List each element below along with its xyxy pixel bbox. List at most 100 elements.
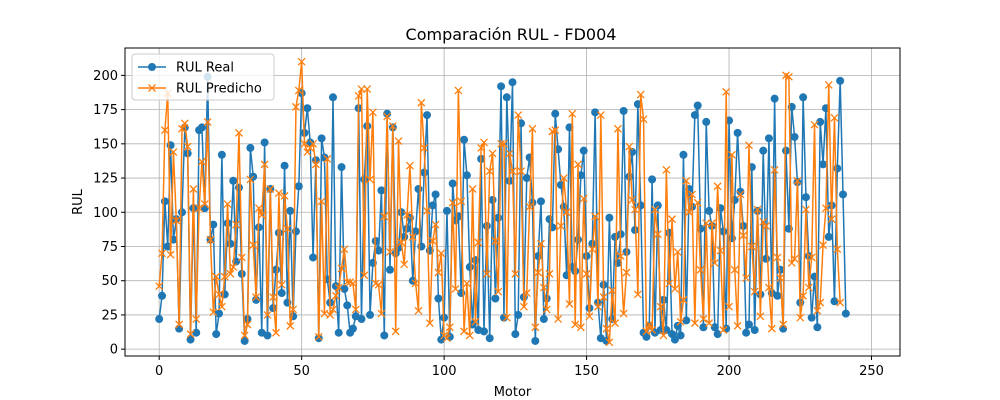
y-axis-title: RUL — [71, 188, 86, 215]
legend-label: RUL Predicho — [176, 82, 262, 97]
data-point — [226, 269, 235, 278]
data-point — [212, 272, 221, 281]
data-point — [602, 324, 611, 333]
data-point — [283, 224, 292, 233]
data-point — [158, 249, 166, 258]
data-point — [762, 254, 771, 263]
data-point — [388, 122, 397, 130]
x-tick-label: 150 — [574, 364, 599, 379]
data-point — [420, 168, 429, 177]
data-point — [200, 200, 209, 209]
data-point — [702, 117, 711, 126]
data-point — [254, 204, 263, 213]
data-point — [702, 219, 711, 228]
data-point — [827, 215, 836, 224]
data-point — [300, 139, 309, 148]
data-point — [235, 128, 243, 137]
data-point — [229, 263, 238, 271]
data-point — [186, 335, 195, 344]
data-point — [685, 208, 694, 217]
data-point — [291, 102, 300, 111]
data-point — [448, 179, 457, 188]
data-point — [155, 315, 164, 324]
data-point — [619, 309, 628, 318]
data-point — [397, 238, 406, 247]
data-point — [539, 315, 548, 324]
data-point — [217, 150, 226, 159]
data-point — [727, 150, 736, 159]
data-point — [334, 283, 343, 292]
data-point — [605, 338, 614, 347]
data-point — [582, 269, 591, 278]
legend-item: RUL Predicho — [138, 82, 262, 97]
data-point — [160, 126, 169, 135]
data-point — [303, 148, 312, 156]
data-point — [839, 190, 848, 199]
data-point — [770, 165, 779, 174]
data-point — [736, 187, 745, 196]
data-point — [833, 245, 842, 254]
data-point — [397, 208, 406, 217]
data-point — [508, 167, 517, 176]
data-point — [591, 108, 600, 117]
data-point — [460, 135, 469, 144]
data-point — [329, 305, 337, 314]
data-point — [648, 175, 657, 184]
data-point — [759, 217, 768, 226]
data-point — [485, 167, 494, 176]
data-point — [836, 298, 845, 307]
data-point — [705, 319, 714, 328]
data-point — [331, 291, 340, 300]
data-point — [625, 142, 634, 151]
data-point — [249, 241, 258, 250]
data-point — [480, 138, 488, 147]
data-point — [770, 94, 779, 103]
x-axis-title: Motor — [494, 385, 532, 400]
data-point — [653, 201, 662, 210]
data-point — [505, 149, 514, 158]
data-point — [405, 161, 414, 170]
data-point — [508, 78, 517, 87]
data-point — [294, 182, 303, 191]
data-point — [243, 320, 252, 329]
data-point — [480, 327, 489, 336]
data-point — [494, 287, 503, 296]
data-point — [559, 174, 568, 183]
data-point — [246, 175, 255, 184]
data-point — [656, 302, 665, 311]
data-point — [793, 176, 802, 185]
data-point — [223, 200, 232, 209]
data-point — [166, 141, 175, 150]
data-point — [499, 139, 508, 148]
data-point — [799, 291, 808, 300]
chart-title: Comparación RUL - FD004 — [406, 25, 617, 44]
data-point — [340, 284, 349, 293]
data-point — [320, 309, 329, 318]
data-point — [679, 150, 688, 159]
data-point — [277, 280, 286, 289]
data-point — [651, 205, 659, 214]
data-point — [425, 319, 434, 328]
data-point — [337, 163, 346, 172]
data-point — [759, 146, 768, 155]
data-point — [314, 334, 323, 343]
data-point — [576, 323, 585, 332]
data-point — [502, 93, 511, 102]
data-point — [351, 305, 360, 314]
data-point — [366, 310, 375, 319]
data-point — [673, 321, 682, 330]
data-point — [716, 204, 725, 213]
data-point — [451, 284, 460, 293]
data-point — [491, 294, 500, 303]
data-point — [197, 123, 206, 132]
data-point — [824, 232, 833, 241]
data-point — [690, 111, 699, 120]
data-point — [172, 216, 181, 225]
data-point — [554, 315, 563, 323]
data-point — [688, 190, 696, 199]
data-point — [457, 197, 466, 206]
data-point — [511, 330, 520, 339]
data-point — [448, 198, 457, 207]
data-point — [807, 253, 816, 262]
